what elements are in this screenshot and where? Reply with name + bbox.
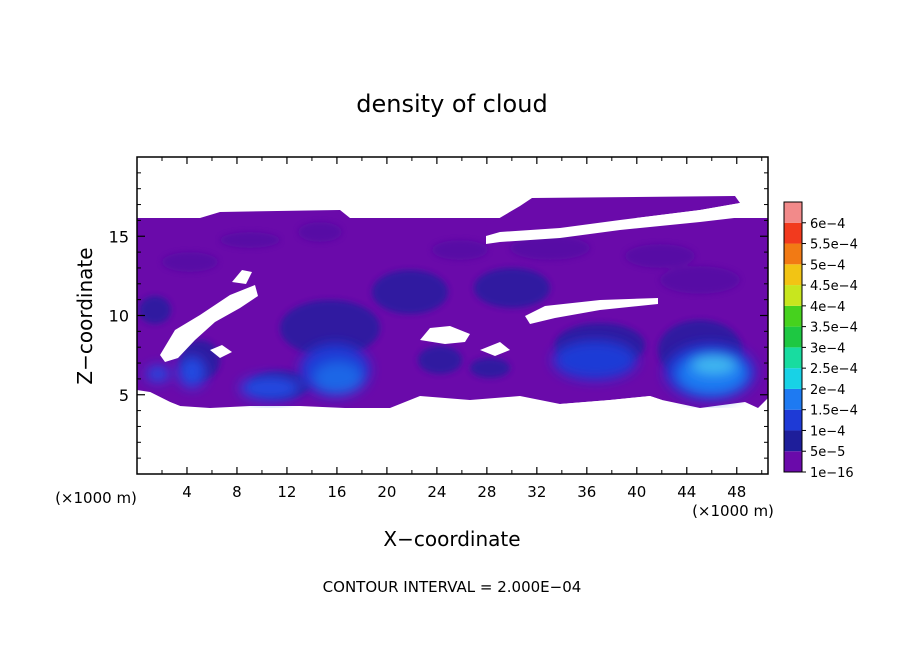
legend-label: 4.5e−4 xyxy=(810,279,858,294)
legend-label: 2.5e−4 xyxy=(810,362,858,377)
y-axis-label: Z−coordinate xyxy=(73,247,97,384)
legend-label: 5e−4 xyxy=(810,258,845,273)
y-axis: 5 10 15 xyxy=(109,172,768,459)
legend-swatch xyxy=(784,409,802,431)
x-axis-unit-right: (×1000 m) xyxy=(692,502,774,520)
legend-label: 5.5e−4 xyxy=(810,238,858,253)
x-tick-label: 36 xyxy=(577,483,596,501)
legend-label: 3.5e−4 xyxy=(810,321,858,336)
x-tick-label: 40 xyxy=(627,483,646,501)
x-axis: 4 8 12 16 20 24 28 32 36 40 44 48 xyxy=(161,157,763,501)
legend-swatch xyxy=(784,243,802,265)
legend-label: 6e−4 xyxy=(810,217,845,232)
y-tick-label: 10 xyxy=(109,307,129,326)
clear-air-gaps xyxy=(137,203,768,410)
legend-swatch xyxy=(784,264,802,286)
legend-swatch xyxy=(784,305,802,327)
legend-swatch xyxy=(784,222,802,244)
legend-swatch xyxy=(784,451,802,472)
x-tick-label: 12 xyxy=(277,483,296,501)
legend-swatch xyxy=(784,368,802,389)
x-axis-label: X−coordinate xyxy=(383,527,520,551)
legend-frame xyxy=(783,201,803,473)
legend-label: 2e−4 xyxy=(810,383,845,398)
x-tick-label: 4 xyxy=(182,483,192,501)
legend-swatch xyxy=(784,326,802,348)
y-tick-label: 15 xyxy=(109,227,129,246)
x-axis-unit-left: (×1000 m) xyxy=(55,489,137,507)
legend-swatch xyxy=(784,347,802,369)
legend-swatch xyxy=(784,285,802,306)
legend-swatch xyxy=(784,430,802,452)
legend-label: 5e−5 xyxy=(810,445,845,460)
x-tick-label: 16 xyxy=(327,483,346,501)
legend-label: 1e−16 xyxy=(810,466,854,481)
color-legend: 1e−16 5e−5 1e−4 1.5e−4 2e−4 2.5e−4 3e−4 3.5e−4 4… xyxy=(783,201,858,481)
legend-label: 1.5e−4 xyxy=(810,404,858,419)
chart-title: density of cloud xyxy=(356,90,547,118)
legend-label: 3e−4 xyxy=(810,341,845,356)
x-tick-label: 44 xyxy=(677,483,696,501)
legend-swatch xyxy=(784,388,802,410)
x-tick-label: 8 xyxy=(232,483,242,501)
contour-interval-note: CONTOUR INTERVAL = 2.000E−04 xyxy=(323,578,582,596)
y-tick-label: 5 xyxy=(119,386,129,405)
plot-area xyxy=(137,157,768,474)
legend-label: 1e−4 xyxy=(810,424,845,439)
x-tick-label: 24 xyxy=(427,483,446,501)
x-tick-label: 48 xyxy=(727,483,746,501)
x-tick-label: 32 xyxy=(527,483,546,501)
legend-swatch xyxy=(784,202,802,223)
upper-cloud-band xyxy=(486,196,740,236)
x-tick-label: 28 xyxy=(477,483,496,501)
x-tick-label: 20 xyxy=(377,483,396,501)
legend-label: 4e−4 xyxy=(810,300,845,315)
